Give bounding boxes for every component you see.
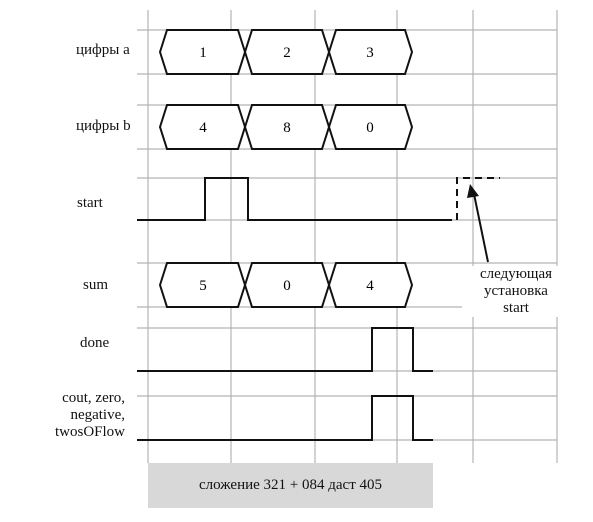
label-digits-a: цифры a xyxy=(76,42,130,58)
annotation-next-start: следующая установка start xyxy=(462,266,570,317)
bus-segment xyxy=(327,104,414,150)
caption-box: сложение 321 + 084 даст 405 xyxy=(148,463,433,508)
signal-done-waveform xyxy=(137,327,433,372)
start-pulse xyxy=(137,177,445,221)
label-flags: cout, zero, negative, twosOFlow xyxy=(30,390,125,441)
flags-pulse xyxy=(137,395,433,441)
label-flags-line: cout, zero, xyxy=(62,390,125,406)
annotation-line: start xyxy=(503,300,529,316)
bus-value: 1 xyxy=(199,45,207,61)
signal-sum-waveform: 5 0 4 xyxy=(158,262,414,308)
bus-value: 0 xyxy=(283,278,291,294)
label-digits-b: цифры b xyxy=(76,118,131,134)
annotation-arrow xyxy=(467,184,489,263)
next-start-dashed xyxy=(445,177,500,221)
bus-segment xyxy=(327,29,414,75)
annotation-line: установка xyxy=(484,283,548,299)
signal-start-waveform xyxy=(137,177,500,221)
bus-value: 3 xyxy=(366,45,374,61)
bus-value: 5 xyxy=(199,278,207,294)
label-flags-line: negative, xyxy=(70,407,125,423)
bus-value: 4 xyxy=(199,120,207,136)
label-flags-line: twosOFlow xyxy=(54,424,125,440)
timing-grid xyxy=(137,10,558,463)
bus-value: 0 xyxy=(366,120,374,136)
label-start: start xyxy=(77,195,103,211)
annotation-line: следующая xyxy=(479,266,553,282)
label-done: done xyxy=(80,335,110,351)
arrow-head xyxy=(467,184,479,198)
caption-text: сложение 321 + 084 даст 405 xyxy=(198,477,383,493)
bus-value: 8 xyxy=(283,120,291,136)
label-sum: sum xyxy=(83,277,109,293)
bus-value: 4 xyxy=(366,278,374,294)
bus-value: 2 xyxy=(283,45,291,61)
signal-flags-waveform xyxy=(137,395,433,441)
bus-segment xyxy=(327,262,414,308)
signal-b-waveform: 4 8 0 xyxy=(158,104,414,150)
done-pulse xyxy=(137,327,433,372)
signal-a-waveform: 1 2 3 xyxy=(158,29,414,75)
